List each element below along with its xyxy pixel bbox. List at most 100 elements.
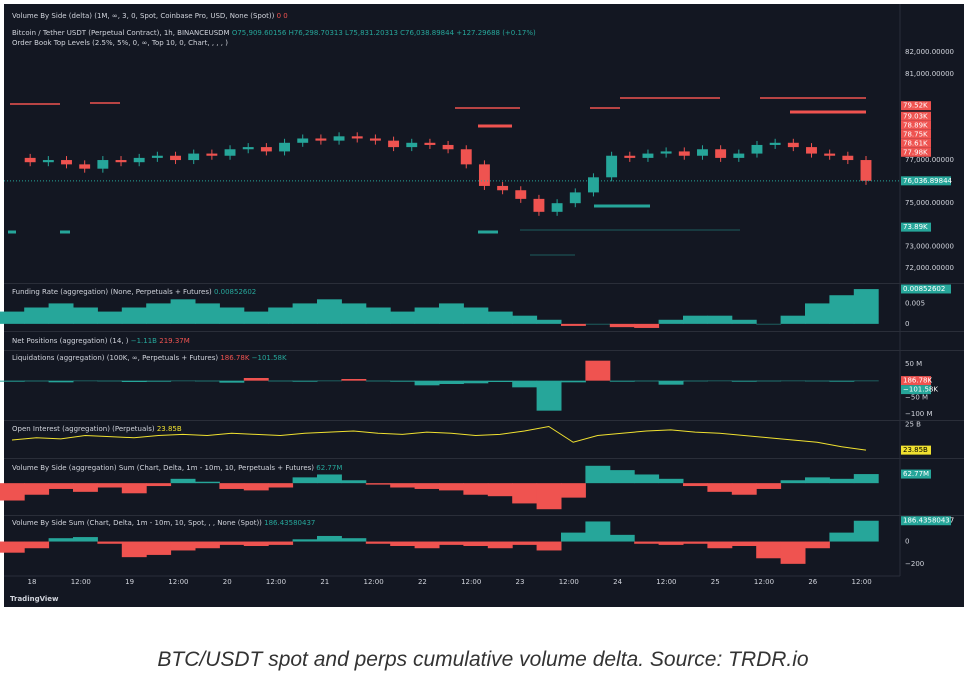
panel-legend: Liquidations (aggregation) (100K, ∞, Per… — [12, 354, 287, 362]
price-tag — [901, 120, 931, 130]
delta-bar — [170, 299, 196, 324]
delta-bar — [219, 541, 245, 545]
delta-bar — [512, 483, 538, 504]
delta-bar — [243, 378, 269, 381]
price-tag — [901, 129, 931, 139]
delta-bar — [97, 380, 123, 382]
delta-bar — [487, 311, 513, 324]
price-tag-label: 23.85B — [903, 446, 928, 454]
price-tag-label: 186.78K — [903, 377, 932, 385]
order-book-levels — [8, 97, 866, 256]
delta-bar — [317, 474, 342, 484]
delta-bar — [24, 483, 50, 495]
chart: Volume By Side (delta) (1M, ∞, 3, 0, Spo… — [0, 4, 964, 607]
y-tick-label: 72,000.00000 — [905, 264, 954, 272]
delta-bar — [536, 319, 562, 324]
delta-bar — [292, 539, 318, 542]
panel-title: Funding Rate (aggregation) (None, Perpet… — [12, 288, 212, 296]
delta-bar — [73, 483, 98, 492]
delta-bar — [805, 303, 830, 324]
delta-bar — [24, 307, 50, 324]
y-tick-label: 0.005 — [905, 299, 925, 307]
price-tag-label: 79.52K — [903, 102, 928, 110]
delta-bar — [97, 483, 123, 488]
candle-body — [61, 160, 72, 165]
delta-bar — [0, 380, 25, 382]
delta-bar — [73, 380, 98, 382]
delta-bar — [219, 307, 245, 324]
delta-bar — [317, 380, 342, 382]
x-tick-label: 12:00 — [71, 578, 91, 586]
legend-value: 62.77M — [316, 464, 342, 472]
x-tick-label: 12:00 — [852, 578, 872, 586]
x-tick-label: 12:00 — [754, 578, 774, 586]
delta-bar — [48, 483, 74, 489]
delta-bar — [365, 483, 391, 485]
delta-bar — [756, 380, 782, 382]
x-tick-label: 12:00 — [168, 578, 188, 586]
delta-bar — [512, 541, 538, 545]
delta-bar — [756, 323, 782, 325]
price-tag — [901, 445, 931, 455]
delta-bar — [292, 477, 318, 484]
oi-line — [11, 425, 867, 451]
delta-bar — [463, 483, 489, 495]
delta-bar — [170, 541, 196, 551]
delta-bar — [707, 380, 733, 382]
candle-body — [642, 153, 654, 158]
candle-body — [442, 144, 454, 150]
delta-bar — [561, 323, 586, 326]
delta-bar — [24, 541, 50, 549]
delta-bar — [365, 307, 391, 324]
panel-legend: Open Interest (aggregation) (Perpetuals)… — [12, 425, 182, 433]
panel-legend: Volume By Side Sum (Chart, Delta, 1m - 1… — [12, 519, 315, 527]
y-tick-label: 0 — [905, 320, 909, 328]
delta-bar — [487, 380, 513, 382]
header: Volume By Side (delta) (1M, ∞, 3, 0, Spo… — [12, 12, 288, 20]
candle-body — [406, 142, 418, 148]
delta-bar — [268, 541, 294, 545]
price-tag — [901, 516, 951, 526]
candle-body — [806, 147, 817, 154]
delta-bar — [780, 480, 806, 484]
delta-bar — [658, 541, 684, 545]
candle-body — [751, 144, 763, 154]
panel-title: Net Positions (aggregation) (14, ) — [12, 337, 129, 345]
y-tick-label: 82,000.00000 — [905, 48, 954, 56]
candle-body — [260, 147, 272, 152]
delta-bar — [585, 360, 611, 381]
candle-body — [478, 164, 490, 186]
x-tick-label: 24 — [613, 578, 622, 586]
delta-bar — [121, 541, 147, 558]
delta-bar — [195, 541, 220, 549]
delta-bar — [536, 541, 562, 551]
delta-bar — [24, 380, 50, 382]
delta-bar — [731, 483, 757, 495]
candle-body — [551, 203, 563, 212]
price-tag — [901, 138, 931, 148]
panel-subtitle: Order Book Top Levels (2.5%, 5%, 0, ∞, T… — [12, 39, 228, 47]
y-tick-label: −50 M — [905, 393, 928, 401]
delta-bar — [243, 541, 269, 546]
x-tick-label: 12:00 — [364, 578, 384, 586]
delta-bar — [0, 311, 25, 324]
legend-value: O75,909.60156 H76,298.70313 L75,831.2031… — [232, 29, 536, 37]
candle-body — [678, 151, 690, 156]
delta-bar — [341, 379, 367, 381]
delta-bar — [414, 541, 440, 549]
panel-legend: Volume By Side (aggregation) Sum (Chart,… — [12, 464, 342, 472]
panel-title: Open Interest (aggregation) (Perpetuals) — [12, 425, 155, 433]
delta-bar — [219, 380, 245, 383]
x-tick-label: 25 — [711, 578, 720, 586]
x-tick-label: 26 — [808, 578, 817, 586]
delta-bar — [439, 483, 464, 491]
panel-title: Liquidations (aggregation) (100K, ∞, Per… — [12, 354, 218, 362]
delta-bar — [390, 483, 416, 488]
candle-body — [842, 155, 854, 161]
delta-bar — [707, 315, 733, 324]
candle-body — [279, 142, 291, 152]
delta-bar — [73, 537, 98, 542]
price-tag-label: 78.89K — [903, 121, 928, 129]
delta-bar — [658, 380, 684, 385]
delta-bar — [658, 478, 684, 484]
